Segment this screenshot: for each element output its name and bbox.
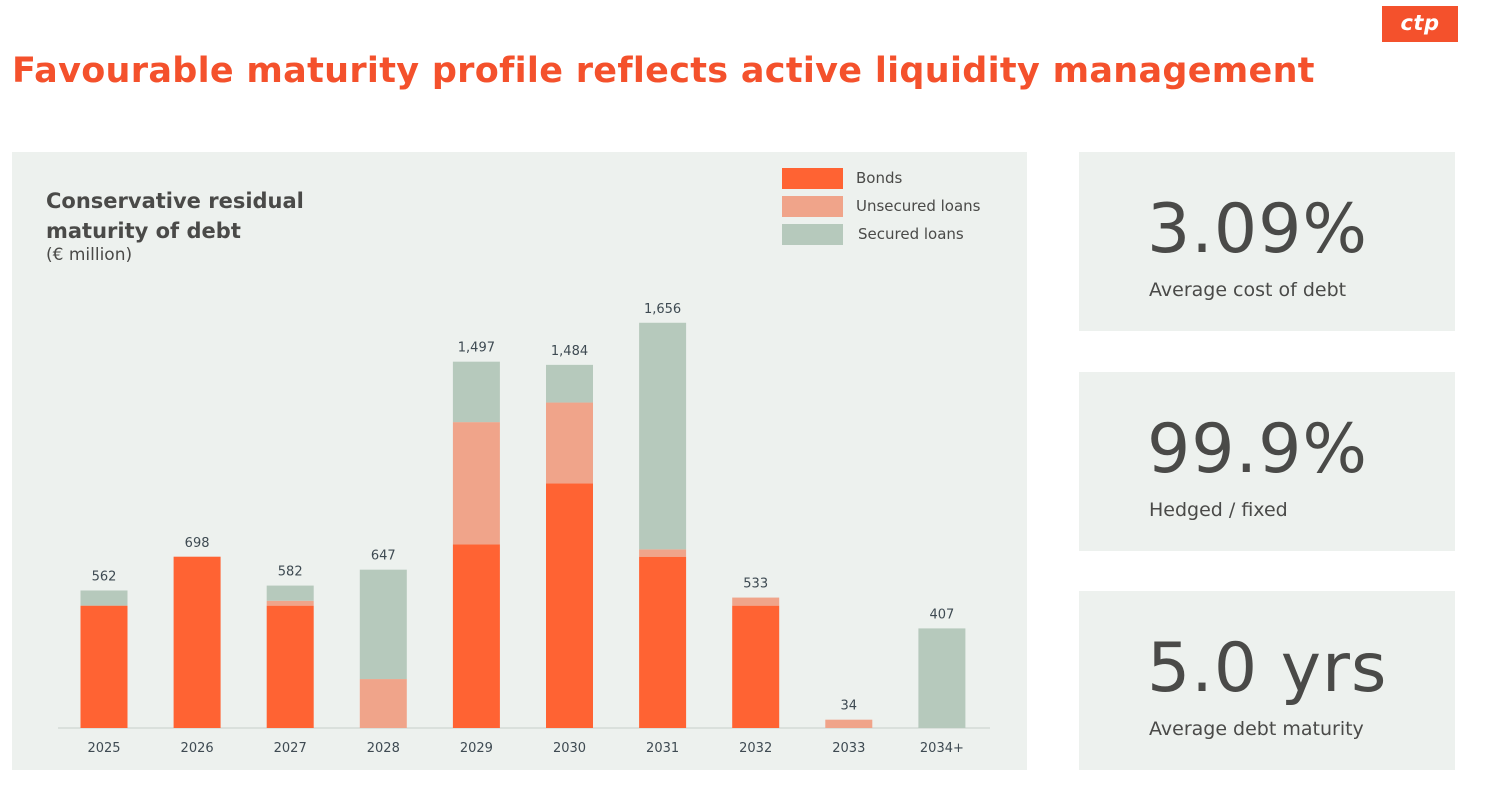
x-tick-label: 2025 bbox=[87, 741, 120, 756]
x-tick-label: 2029 bbox=[460, 741, 493, 756]
stacked-bar-chart: 562 2025 698 2026 582 2027 647 2028 1,497 2029 1,4… bbox=[58, 302, 990, 756]
bar-total-label: 407 bbox=[929, 607, 954, 622]
chart-title: Conservative residual maturity of debt bbox=[46, 189, 304, 243]
bar-segment-bonds bbox=[546, 483, 593, 728]
chart-subtitle: (€ million) bbox=[46, 245, 133, 265]
bar-segment-unsecured-loans bbox=[359, 679, 407, 728]
bar-segment-secured-loans bbox=[639, 322, 687, 550]
bar-total-label: 1,656 bbox=[644, 302, 681, 317]
bar-segment-bonds bbox=[639, 556, 687, 728]
stat-card-hedged-fixed: 99.9% Hedged / fixed bbox=[1079, 372, 1455, 551]
bar-segment-secured-loans bbox=[918, 628, 966, 728]
bar-segment-secured-loans bbox=[266, 585, 314, 601]
bar-segment-secured-loans bbox=[546, 364, 593, 403]
legend-label-unsecured-loans: Unsecured loans bbox=[856, 197, 981, 215]
bar-segment-unsecured-loans bbox=[639, 549, 687, 557]
page-title: Favourable maturity profile reflects act… bbox=[12, 51, 1315, 91]
x-tick-label: 2032 bbox=[739, 741, 772, 756]
bar-total-label: 533 bbox=[743, 577, 768, 592]
legend-label-secured-loans: Secured loans bbox=[858, 225, 964, 243]
bar-segment-secured-loans bbox=[80, 590, 128, 606]
bar-segment-bonds bbox=[266, 605, 314, 728]
stat-card-debt-maturity: 5.0 yrs Average debt maturity bbox=[1079, 591, 1455, 770]
legend-label-bonds: Bonds bbox=[856, 169, 903, 187]
bar-segment-secured-loans bbox=[359, 569, 407, 680]
bar-segment-unsecured-loans bbox=[825, 719, 873, 728]
x-tick-label: 2033 bbox=[832, 741, 865, 756]
stat-label: Average debt maturity bbox=[1149, 718, 1364, 740]
bar-total-label: 647 bbox=[371, 549, 396, 564]
bar-segment-bonds bbox=[173, 556, 221, 728]
bar-total-label: 1,497 bbox=[458, 341, 495, 356]
bar-segment-secured-loans bbox=[452, 361, 500, 423]
maturity-chart-panel: Conservative residual maturity of debt (… bbox=[12, 152, 1027, 770]
bar-total-label: 1,484 bbox=[551, 344, 588, 359]
stat-value: 3.09% bbox=[1147, 190, 1369, 269]
bar-segment-bonds bbox=[80, 605, 128, 728]
bar-segment-bonds bbox=[452, 544, 500, 728]
stat-label: Hedged / fixed bbox=[1149, 499, 1288, 521]
bar-segment-bonds bbox=[732, 605, 780, 728]
bar-total-label: 562 bbox=[92, 569, 117, 584]
legend-swatch-bonds bbox=[782, 168, 843, 189]
bar-segment-unsecured-loans bbox=[452, 422, 500, 545]
x-tick-label: 2030 bbox=[553, 741, 586, 756]
stat-card-cost-of-debt: 3.09% Average cost of debt bbox=[1079, 152, 1455, 331]
legend-swatch-secured-loans bbox=[782, 224, 843, 245]
bar-total-label: 698 bbox=[185, 536, 210, 551]
bar-segment-unsecured-loans bbox=[266, 600, 314, 606]
legend-swatch-unsecured-loans bbox=[782, 196, 843, 217]
x-tick-label: 2034+ bbox=[920, 741, 964, 756]
x-tick-label: 2026 bbox=[181, 741, 214, 756]
bar-total-label: 34 bbox=[841, 699, 858, 714]
x-tick-label: 2027 bbox=[274, 741, 307, 756]
ctp-logo: ctp bbox=[1382, 6, 1458, 42]
bar-total-label: 582 bbox=[278, 565, 303, 580]
stat-value: 5.0 yrs bbox=[1147, 629, 1388, 708]
stat-value: 99.9% bbox=[1147, 410, 1369, 489]
x-tick-label: 2028 bbox=[367, 741, 400, 756]
bar-segment-unsecured-loans bbox=[546, 402, 593, 484]
bar-segment-unsecured-loans bbox=[732, 597, 780, 606]
x-tick-label: 2031 bbox=[646, 741, 679, 756]
stat-label: Average cost of debt bbox=[1149, 279, 1347, 301]
